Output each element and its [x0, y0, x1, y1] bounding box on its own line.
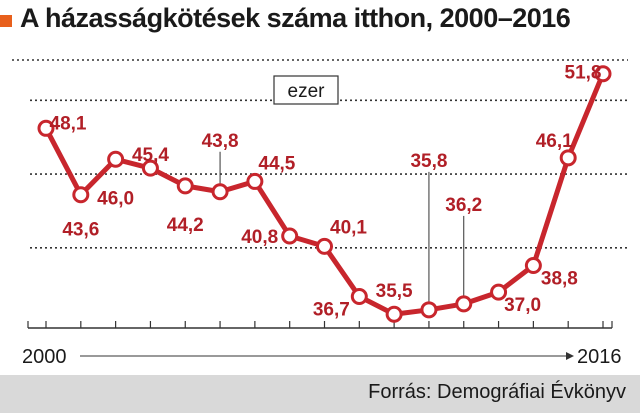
data-label-2005: 43,8 [202, 131, 239, 152]
data-point-2015 [559, 149, 577, 167]
data-point-2012 [455, 295, 473, 313]
data-point-2011 [420, 301, 438, 319]
data-point-2013 [490, 283, 508, 301]
source-note: Forrás: Demográfiai Évkönyv [368, 381, 626, 403]
data-label-2003: 45,4 [132, 145, 169, 166]
data-points [37, 65, 612, 323]
data-point-2006 [246, 172, 264, 190]
data-label-2011: 35,8 [410, 151, 447, 172]
x-axis-end-label: 2016 [577, 346, 622, 368]
data-label-2012: 36,2 [445, 195, 482, 216]
line-chart: ezer 2000 2016 48,1 43,6 46,0 45,4 44,2 43,8 44… [12, 59, 628, 368]
data-label-2010: 35,5 [376, 281, 413, 302]
data-label-2007: 40,8 [241, 227, 278, 248]
data-point-2005 [211, 183, 229, 201]
data-label-2008: 40,1 [330, 217, 367, 238]
unit-label-box: ezer [273, 75, 339, 105]
time-arrow-head [566, 352, 574, 360]
data-label-2000: 48,1 [50, 113, 87, 134]
data-label-2004: 44,2 [167, 215, 204, 236]
footer-bar: Forrás: Demográfiai Évkönyv [0, 375, 640, 413]
chart-title: A házasságkötések száma itthon, 2000–201… [20, 3, 571, 33]
data-label-2002: 46,0 [97, 188, 134, 209]
data-point-2008 [316, 237, 333, 255]
data-label-2013: 37,0 [504, 295, 541, 316]
leader-lines [219, 151, 465, 303]
data-labels: 48,1 43,6 46,0 45,4 44,2 43,8 44,5 40,8 40,1 36,7… [50, 63, 602, 321]
x-axis: 2000 2016 [22, 321, 622, 368]
data-point-2016 [594, 65, 612, 83]
data-label-2015: 46,1 [536, 131, 573, 152]
data-label-2009: 36,7 [313, 300, 350, 321]
data-point-2000 [37, 119, 55, 137]
title-bar: A házasságkötések száma itthon, 2000–201… [0, 0, 640, 42]
x-axis-start-label: 2000 [22, 346, 67, 368]
data-label-2001: 43,6 [62, 220, 99, 241]
data-point-2003 [141, 159, 159, 177]
data-point-2010 [385, 305, 403, 323]
data-label-2016: 51,8 [565, 63, 602, 84]
title-accent-square [0, 15, 12, 27]
data-point-2007 [281, 227, 299, 245]
unit-label: ezer [288, 81, 326, 102]
data-point-2002 [107, 150, 125, 168]
data-point-2009 [350, 288, 368, 306]
data-label-2006: 44,5 [258, 153, 295, 174]
data-point-2014 [524, 257, 542, 275]
data-label-2014: 38,8 [541, 269, 578, 290]
data-point-2004 [176, 177, 194, 195]
data-point-2001 [72, 186, 90, 204]
